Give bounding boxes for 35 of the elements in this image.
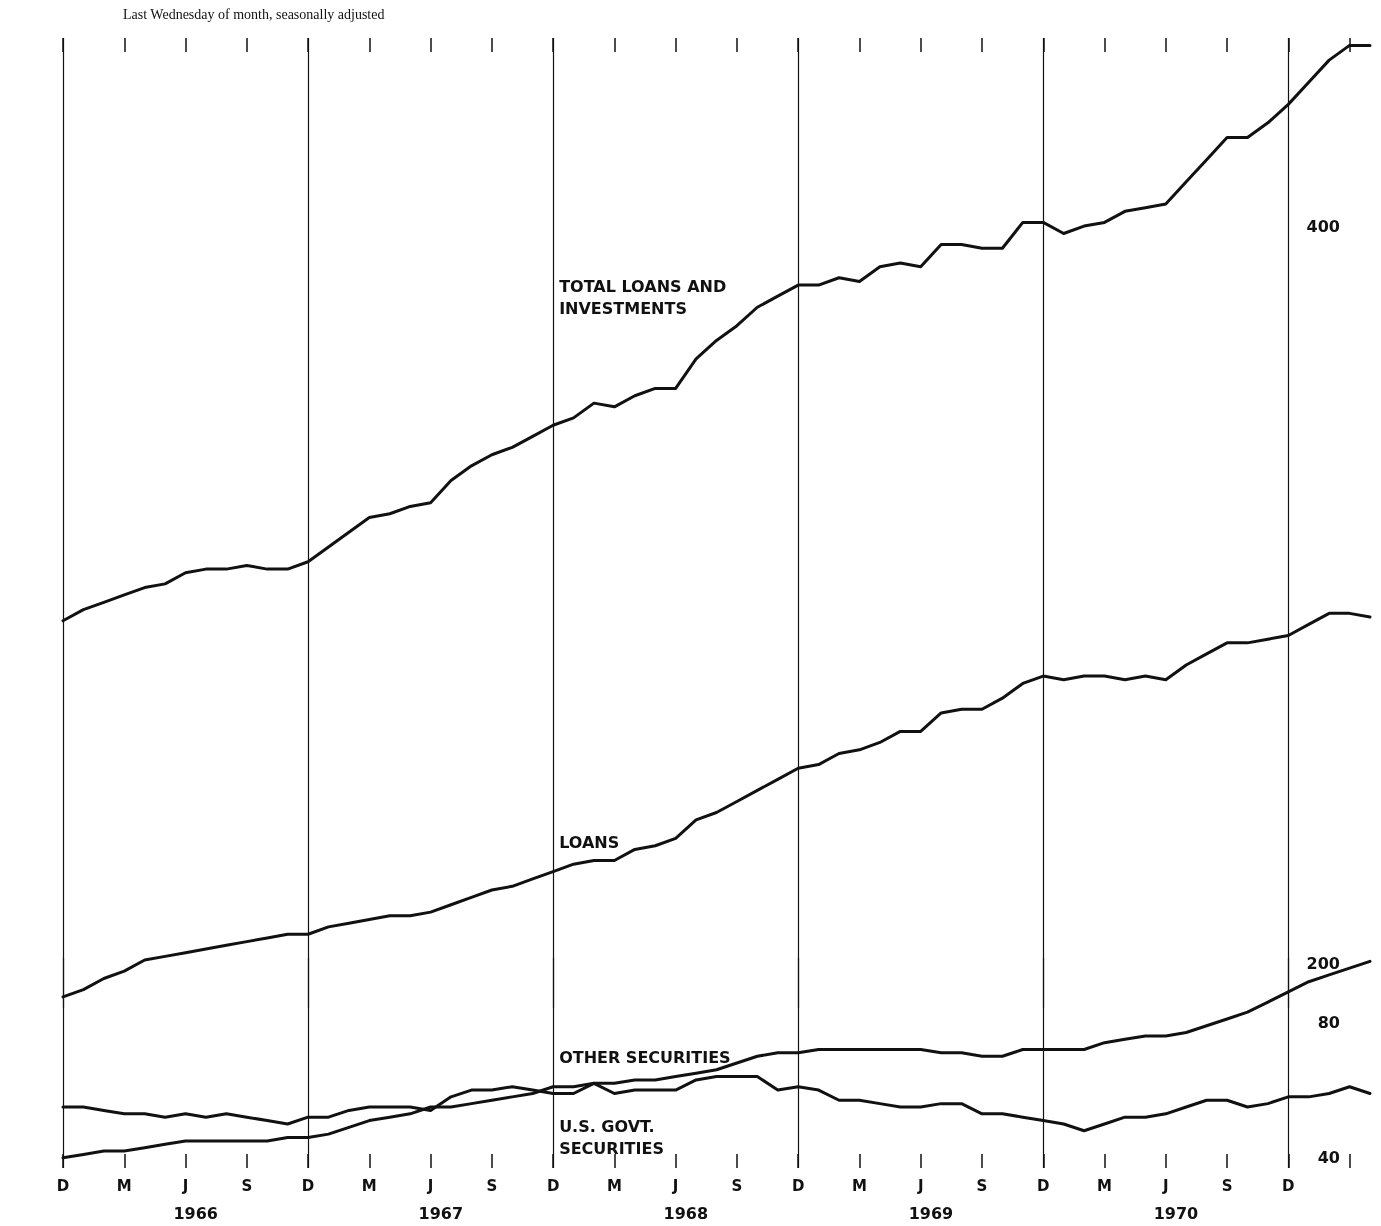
x-tick-label: J [916,1176,924,1195]
text: 1966 [172,1204,219,1223]
y-tick-label: 400 [1306,216,1340,236]
x-tick-label: S [486,1176,498,1195]
text: 1967 [417,1204,465,1223]
series-label: U.S. GOVT. SECURITIES [559,1116,664,1158]
x-tick-label: S [976,1176,988,1195]
x-tick-label: J [1161,1176,1169,1195]
x-tick-label: S [731,1176,743,1195]
x-tick-label: S [1221,1176,1233,1195]
x-tick-label: D [1037,1176,1050,1195]
x-tick-label: M [361,1176,377,1195]
x-tick-label: J [181,1176,189,1195]
series-label: OTHER SECURITIES [559,1048,731,1068]
y-tick-label: 40 [1317,1148,1340,1168]
x-tick-label: D [1282,1176,1295,1195]
x-tick-label: D [791,1176,805,1195]
y-tick-label: 80 [1317,1012,1340,1032]
series-label: TOTAL LOANS AND INVESTMENTS [559,276,732,318]
series-label: LOANS [559,833,620,853]
x-tick-label: S [241,1176,253,1195]
y-tick-label: 200 [1306,954,1340,974]
x-tick-label: J [426,1176,434,1195]
x-tick-label: D [56,1176,70,1195]
x-tick-label: D [546,1176,560,1195]
x-tick-label: J [671,1176,679,1195]
chart-subtitle: Last Wednesday of month, seasonally adjusted [123,6,385,22]
x-tick-label: D [301,1176,315,1195]
x-tick-label: M [851,1176,867,1195]
x-tick-label: M [1097,1176,1112,1195]
x-tick-label: M [116,1176,132,1195]
x-tick-label: M [606,1176,622,1195]
text: 1970 [1152,1204,1200,1223]
text: 1969 [907,1204,955,1223]
text: 1968 [662,1204,710,1223]
